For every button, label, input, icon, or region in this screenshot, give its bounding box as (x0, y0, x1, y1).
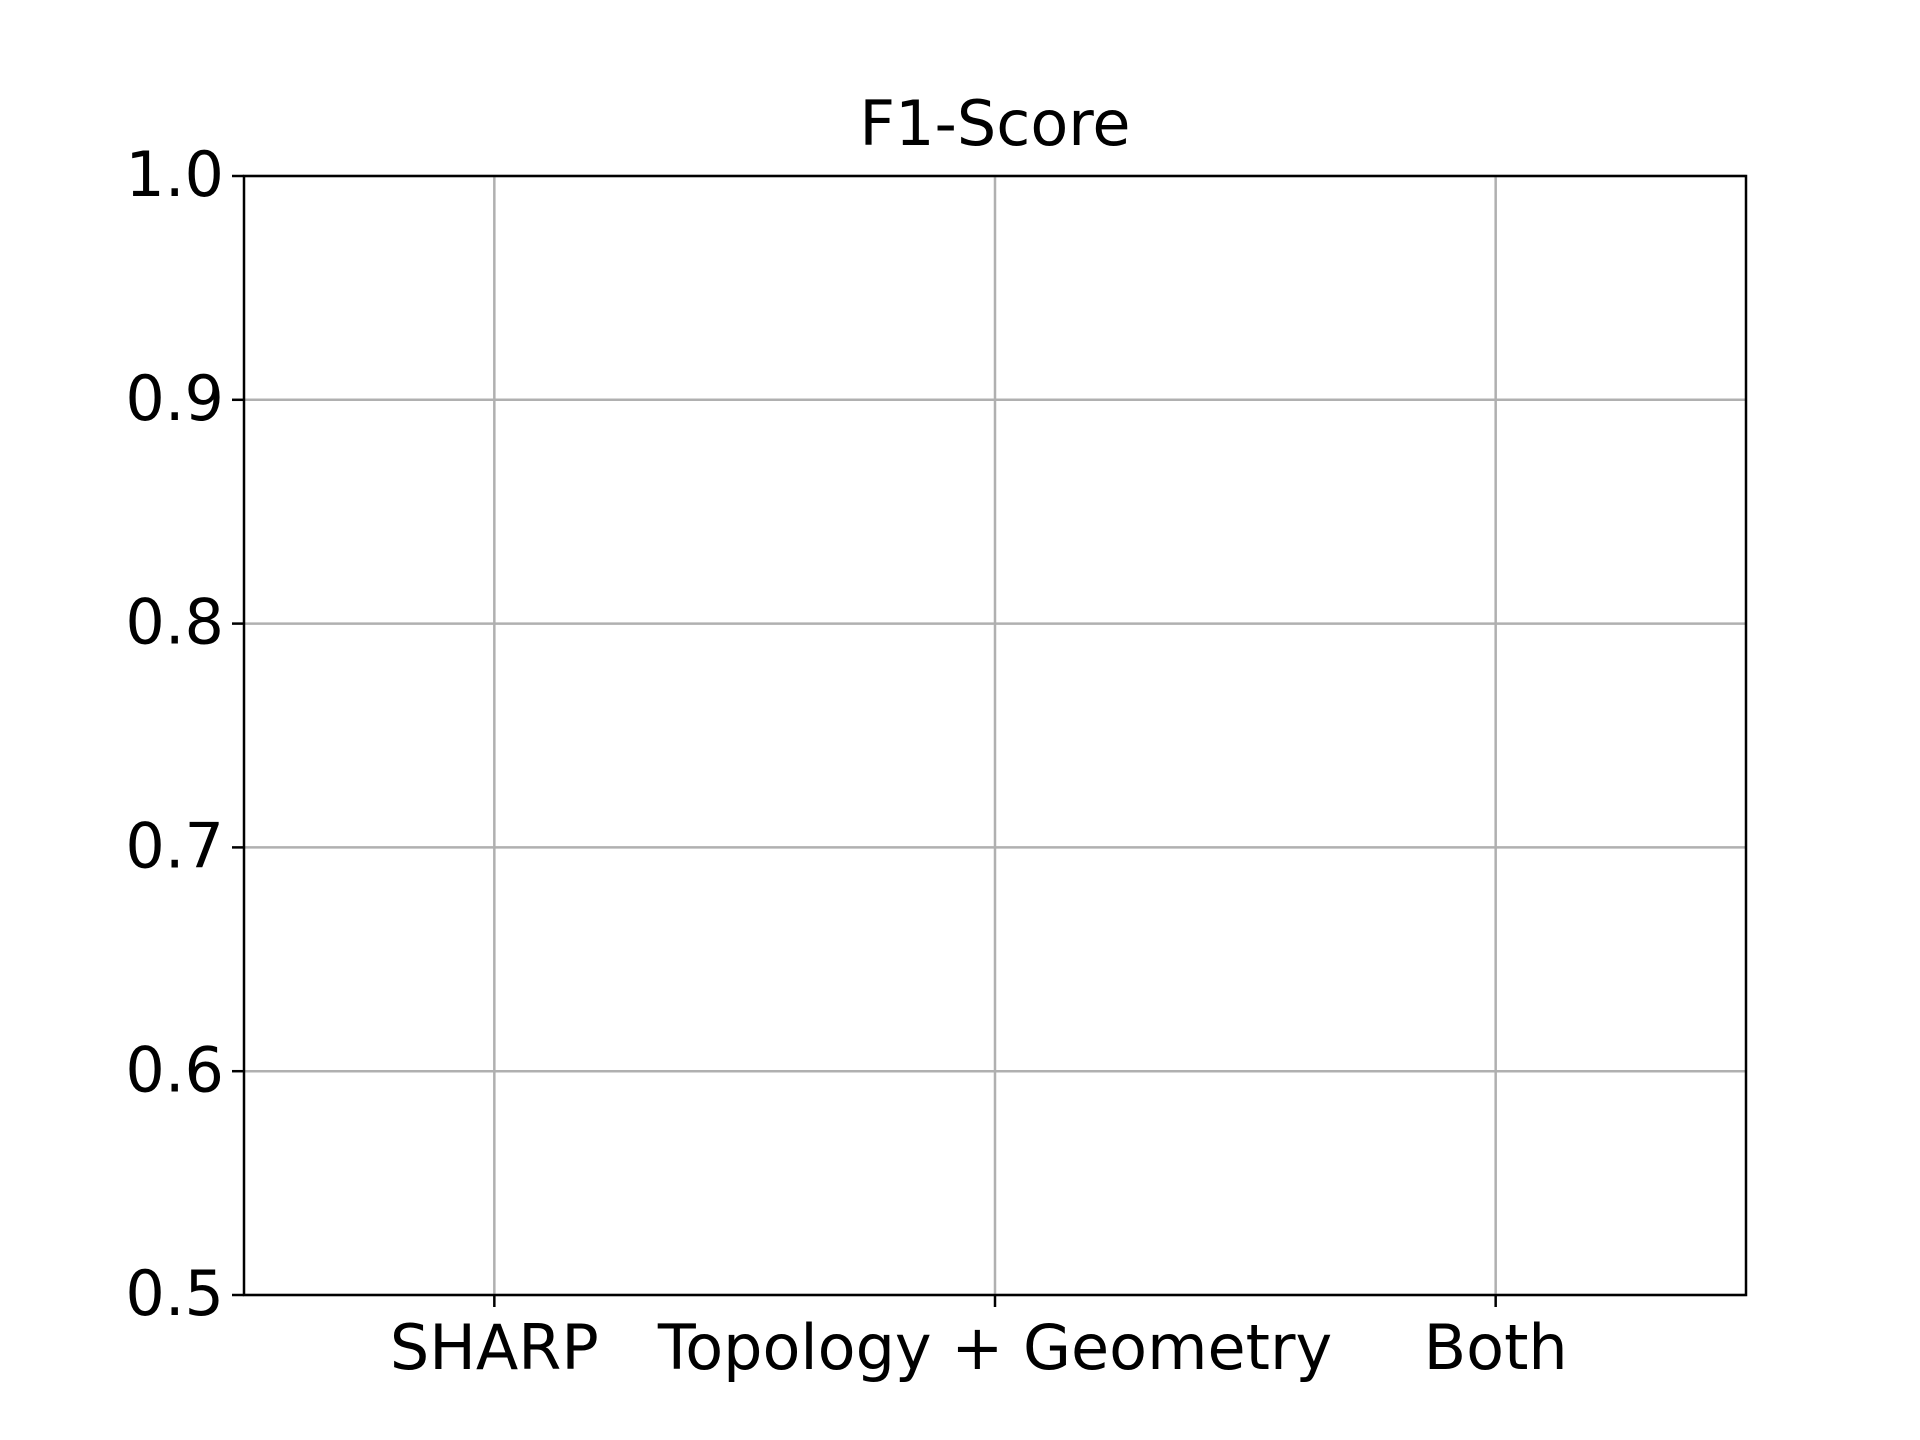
y-tick-label: 0.8 (125, 586, 224, 659)
chart-title: F1-Score (859, 87, 1130, 160)
y-tick-label: 0.5 (125, 1257, 224, 1330)
y-tick-label: 0.6 (125, 1033, 224, 1106)
plot-frame (242, 174, 1748, 1297)
y-tick-label: 0.7 (125, 809, 224, 882)
x-tick-label: SHARP (390, 1311, 599, 1384)
x-tick-label: Both (1424, 1311, 1568, 1384)
y-tick-label: 1.0 (125, 138, 224, 211)
y-tick-label: 0.9 (125, 362, 224, 435)
x-tick-label: Topology + Geometry (657, 1311, 1332, 1384)
